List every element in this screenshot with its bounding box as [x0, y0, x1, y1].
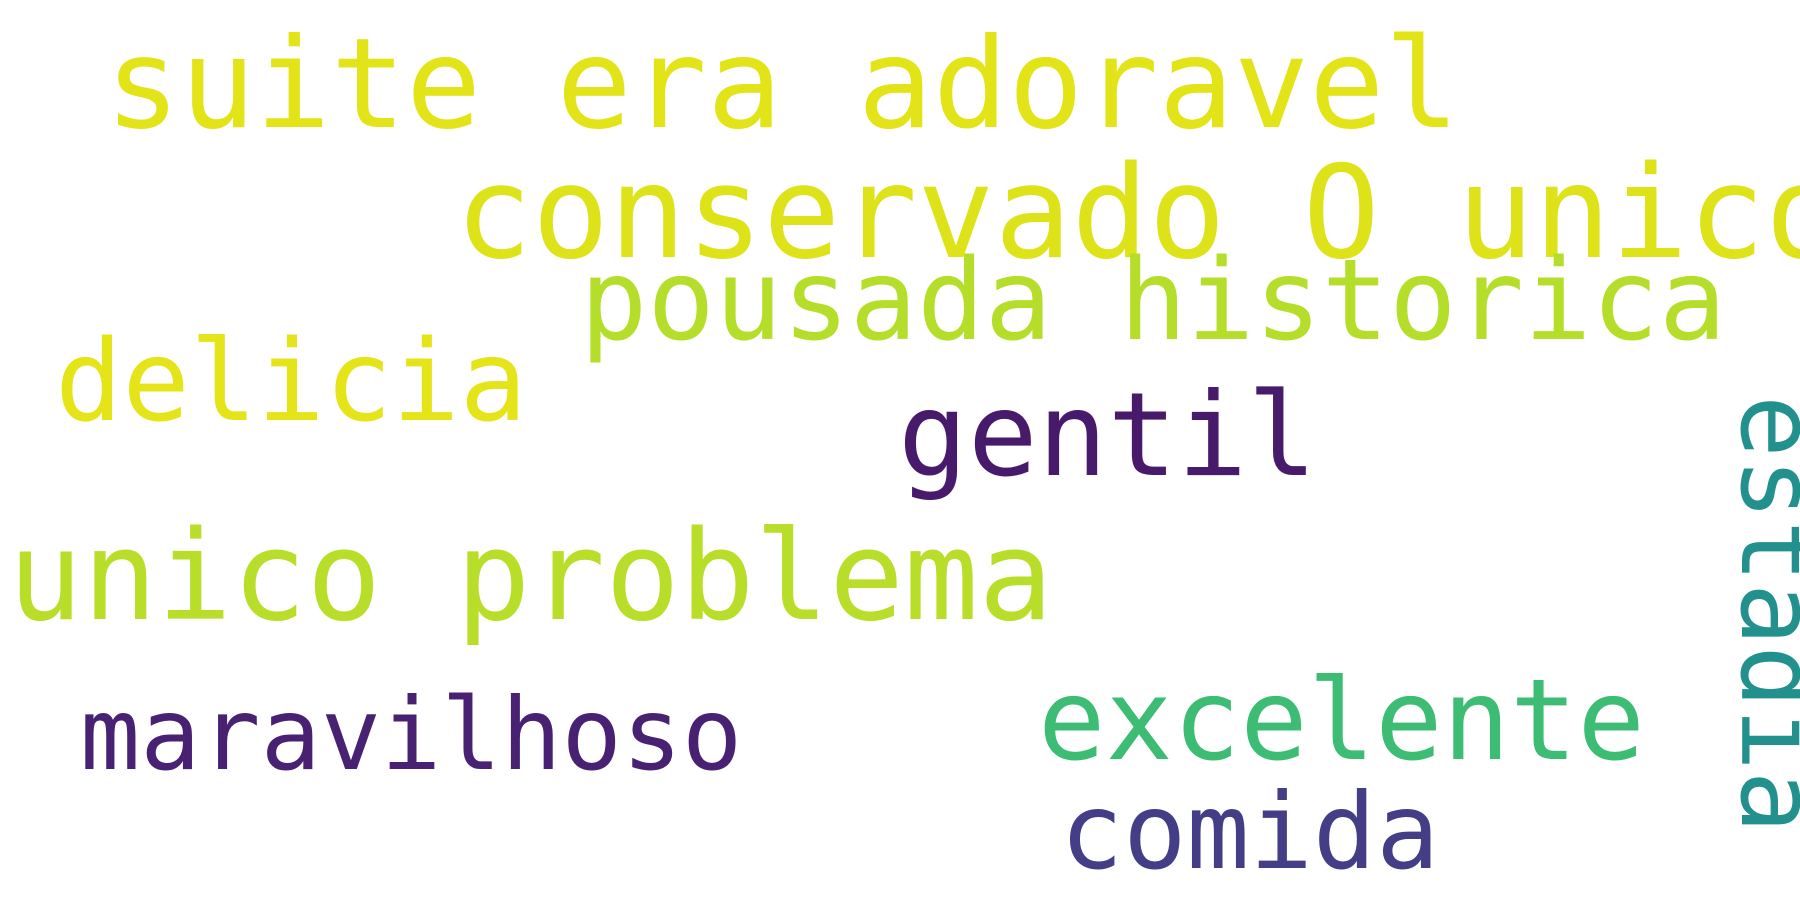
word-delicia: delicia [55, 317, 528, 447]
word-suite-era-adoravel: suite era adoravel [105, 12, 1460, 157]
word-estadia: estadia [1717, 395, 1800, 834]
word-gentil: gentil [898, 368, 1318, 503]
word-pousada-historica: pousada historica [580, 236, 1727, 366]
word-excelente: excelente [1038, 656, 1645, 786]
word-conservado-o-unico: conservado O unico [455, 139, 1800, 288]
word-maravilhoso: maravilhoso [80, 676, 743, 793]
word-comida: comida [1060, 771, 1440, 893]
word-unico-problema: unico problema [8, 505, 1054, 649]
